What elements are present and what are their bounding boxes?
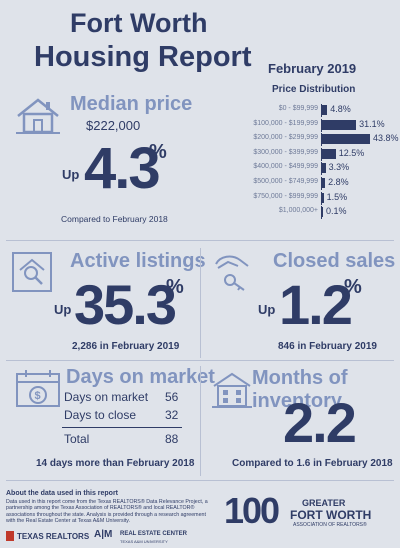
dom-row-label: Days on market <box>64 390 149 404</box>
price-axis-tick <box>321 133 322 147</box>
active-up-label: Up <box>54 302 72 317</box>
footer-text: Data used in this report come from the T… <box>6 499 208 525</box>
price-distribution-title: Price Distribution <box>272 84 356 95</box>
price-distribution-row: $750,000 - $999,999 1.5% <box>200 191 400 206</box>
price-range-label: $200,000 - $299,999 <box>253 134 318 142</box>
days-on-market-title: Days on market <box>66 366 215 388</box>
price-distribution-value: 31.1% <box>359 118 385 129</box>
active-change-value: 35.3 <box>74 273 177 336</box>
months-inventory-title: Months of inventory <box>252 367 348 412</box>
price-distribution-bar <box>322 105 328 115</box>
price-distribution-value: 1.5% <box>326 191 348 202</box>
price-range-label: $400,000 - $499,999 <box>253 163 318 171</box>
price-distribution-bar <box>322 207 323 218</box>
median-price-title: Median price <box>70 93 193 115</box>
report-title-line2: Housing Report <box>34 41 252 73</box>
divider-top <box>6 240 394 241</box>
gfw-line3: ASSOCIATION OF REALTORS® <box>293 522 367 528</box>
texas-realtors-logo: TEXAS REALTORS <box>6 531 89 541</box>
price-distribution-value: 0.1% <box>326 206 347 217</box>
price-range-label: $500,000 - $749,999 <box>253 178 318 185</box>
price-range-label: $1,000,000+ <box>278 207 318 215</box>
price-distribution-bar <box>322 134 370 145</box>
price-axis-tick <box>321 206 322 220</box>
divider-mid1 <box>200 248 201 358</box>
dtc-row-label: Days to close <box>64 408 137 422</box>
price-distribution-row: $500,000 - $749,999 2.8% <box>200 177 400 191</box>
median-price-value: $222,000 <box>86 118 141 133</box>
price-distribution-row: $1,000,000+ 0.1% <box>200 206 400 220</box>
gfw-line2: FORT WORTH <box>290 508 372 522</box>
price-axis-tick <box>321 177 322 190</box>
price-distribution-row: $100,000 - $199,999 31.1% <box>200 118 400 133</box>
closed-pct-sign: % <box>344 276 362 298</box>
price-distribution-value: 43.8% <box>373 133 399 144</box>
price-distribution-bar <box>322 192 324 203</box>
price-axis-tick <box>321 104 322 117</box>
months-inventory-caption: Compared to 1.6 in February 2018 <box>232 458 393 469</box>
price-distribution-value: 3.3% <box>328 162 350 173</box>
calendar-dollar-icon: $ <box>14 368 62 415</box>
rec-logo: REAL ESTATE CENTER <box>120 531 188 537</box>
price-axis-tick <box>321 147 322 161</box>
gfw-100-logo: 100 <box>224 490 280 531</box>
price-axis-tick <box>321 162 322 176</box>
tr-logo-text: TEXAS REALTORS <box>17 531 90 541</box>
price-distribution-row: $0 - $99,999 4.8% <box>200 104 400 118</box>
price-axis-tick <box>321 191 322 205</box>
closed-change-value: 1.2 <box>279 273 353 336</box>
median-up-label: Up <box>62 167 80 182</box>
house-icon <box>14 96 62 141</box>
dom-caption: 14 days more than February 2018 <box>36 458 195 469</box>
active-pct-sign: % <box>166 276 184 298</box>
key-hand-icon <box>210 250 256 299</box>
months-inventory-value: 2.2 <box>283 391 357 454</box>
price-distribution-bar <box>322 119 357 130</box>
median-caption: Compared to February 2018 <box>61 214 168 224</box>
median-change-value: 4.3 <box>84 136 161 201</box>
price-distribution-value: 4.8% <box>330 104 351 114</box>
dom-row-value: 56 <box>165 390 179 404</box>
price-range-label: $100,000 - $199,999 <box>253 119 318 127</box>
median-pct-sign: % <box>149 141 167 163</box>
price-distribution-row: $300,000 - $399,999 12.5% <box>200 147 400 162</box>
price-range-label: $750,000 - $999,999 <box>253 192 318 200</box>
price-distribution-bar <box>322 178 326 188</box>
atm-logo: A|M <box>94 529 113 540</box>
report-title-line1: Fort Worth <box>70 8 208 38</box>
gfw-line1: GREATER <box>302 498 346 508</box>
search-house-icon <box>10 250 54 299</box>
price-range-label: $0 - $99,999 <box>278 105 318 112</box>
active-listings-title: Active listings <box>70 250 206 272</box>
total-label: Total <box>64 432 90 446</box>
price-distribution-value: 12.5% <box>338 147 365 158</box>
building-icon <box>210 370 254 415</box>
price-range-label: $300,000 - $399,999 <box>253 148 318 156</box>
dtc-row-value: 32 <box>165 408 179 422</box>
price-distribution-row: $200,000 - $299,999 43.8% <box>200 133 400 147</box>
divider-middle <box>6 360 394 361</box>
divider-bottom <box>6 480 394 481</box>
price-distribution-date: February 2019 <box>268 61 357 76</box>
price-distribution-bar <box>322 163 326 174</box>
footer-title: About the data used in this report <box>6 490 119 497</box>
price-distribution-row: $400,000 - $499,999 3.3% <box>200 162 400 176</box>
tr-logo-mark <box>6 531 14 541</box>
total-rule <box>62 427 182 428</box>
active-caption: 2,286 in February 2019 <box>72 341 180 352</box>
closed-sales-title: Closed sales <box>273 250 396 272</box>
rec-logo-sub: TEXAS A&M UNIVERSITY <box>120 539 168 544</box>
divider-mid2 <box>200 366 201 476</box>
price-axis-tick <box>321 118 322 132</box>
closed-caption: 846 in February 2019 <box>278 341 377 352</box>
svg-text:$: $ <box>35 390 41 402</box>
price-distribution-value: 2.8% <box>328 177 349 187</box>
price-distribution-bar <box>322 148 336 159</box>
total-value: 88 <box>165 432 179 446</box>
closed-up-label: Up <box>258 302 276 317</box>
